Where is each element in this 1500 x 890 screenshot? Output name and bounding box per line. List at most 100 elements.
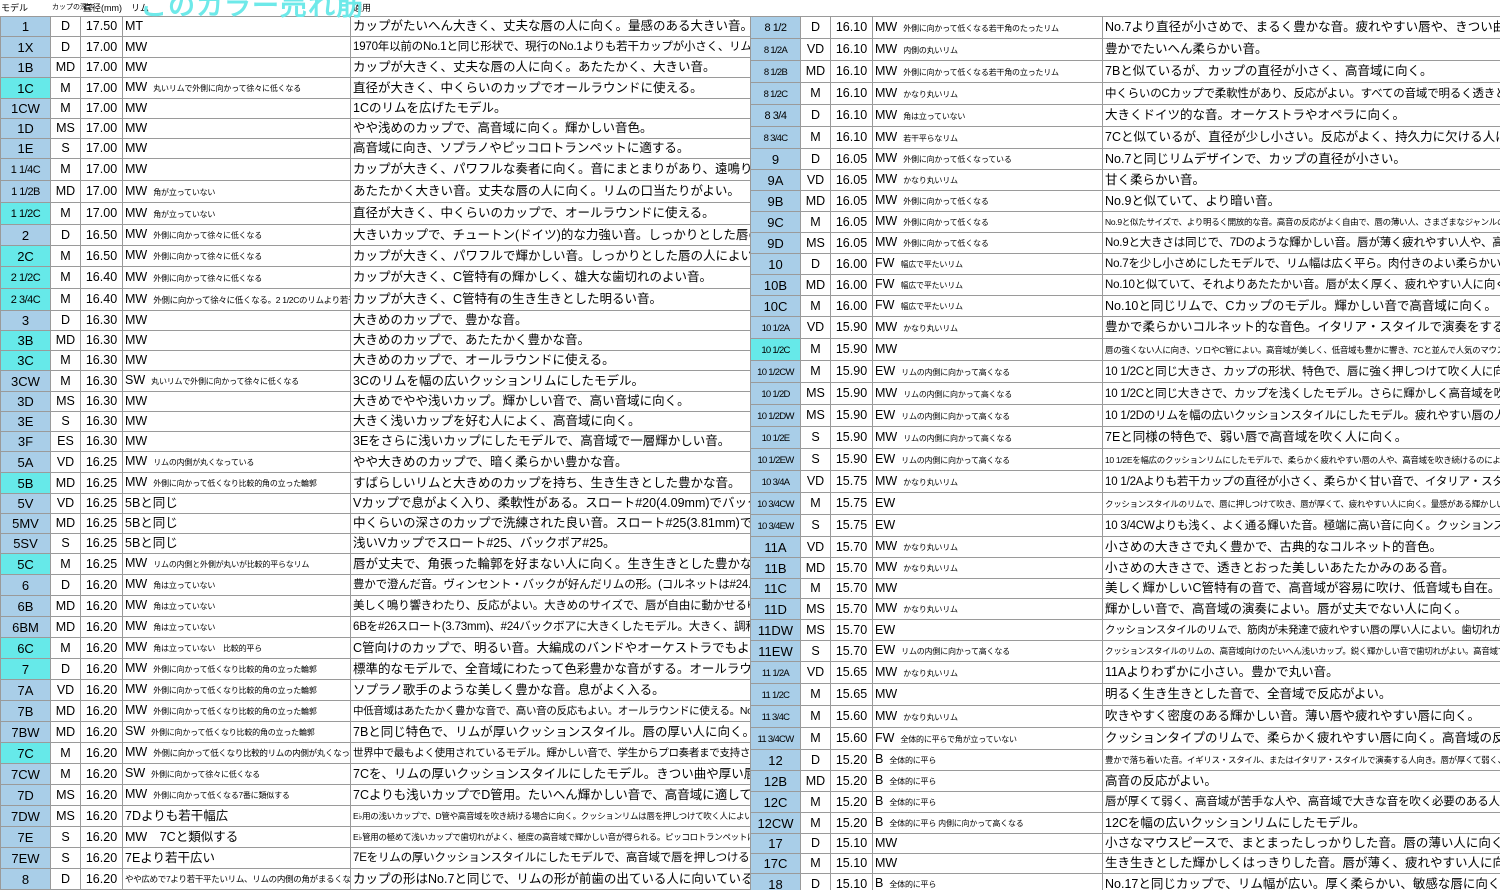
cell-model: 17C <box>750 853 801 874</box>
cell-cup-depth: MD <box>50 700 81 722</box>
cell-cup-depth: M <box>50 158 81 181</box>
cell-cup-depth: MD <box>50 595 81 617</box>
rim-code: B <box>875 794 884 808</box>
cell-use-description: 10 1/2Eを幅広のクッションリムにしたモデルで、柔らかく疲れやすい唇の人や、… <box>1102 448 1500 471</box>
rim-note: 外側に向かって低くなる <box>903 218 989 227</box>
cell-model: 5B <box>0 472 51 494</box>
cell-diameter: 16.30 <box>80 431 123 452</box>
rim-code: MW <box>875 129 898 144</box>
cell-diameter: 15.60 <box>830 727 873 750</box>
table-row: 11A VD 15.70 MW かなり丸いリム 小さめの大きさで丸く豊かで、古典的なコルネ… <box>750 536 1500 558</box>
rim-note: 角は立っていない <box>153 602 216 611</box>
cell-diameter: 15.20 <box>830 749 873 771</box>
cell-diameter: 16.25 <box>80 513 123 534</box>
cell-rim: 7Dよりも若干幅広 <box>122 805 351 827</box>
cell-model: 10 1/2CW <box>750 360 801 383</box>
table-row: 5C M 16.25 MW リムの内側と外側が丸いが比較的平らなリム 唇が丈夫で、角張った… <box>0 553 751 575</box>
cell-rim: MW 角が立っていない <box>122 180 351 203</box>
cell-use-description: カップが大きく、パワフルで輝かしい音。しっかりとした唇の人によい。 <box>350 245 751 267</box>
cell-cup-depth: M <box>800 295 831 317</box>
cell-rim: MW <box>122 158 351 181</box>
cell-use-description: 中くらいのCカップで柔軟性があり、反応がよい。すべての音域で明るく透きとおった音… <box>1102 82 1500 105</box>
cell-diameter: 16.20 <box>80 679 123 701</box>
cell-model: 7A <box>0 679 51 701</box>
cell-use-description: 浅いVカップでスロート#25、バックボア#25。 <box>350 533 751 554</box>
table-row: 12 D 15.20 B 全体的に平ら 豊かで落ち着いた音。イギリス・スタイル、またはイタ… <box>750 749 1500 771</box>
cell-diameter: 16.10 <box>830 104 873 127</box>
cell-cup-depth: M <box>800 705 831 728</box>
cell-rim: MW 角は立っていない <box>122 574 351 596</box>
cell-cup-depth: M <box>50 763 81 785</box>
cell-use-description: 大きいカップで、チュートン(ドイツ)的な力強い音。しっかりとした唇の人によい。 <box>350 224 751 246</box>
cell-cup-depth: D <box>800 104 831 127</box>
cell-use-description: 11Aよりわずかに小さい。豊かで丸い音。 <box>1102 661 1500 684</box>
rim-code: MW <box>125 39 148 54</box>
cell-model: 10 1/2A <box>750 316 801 339</box>
cell-model: 11A <box>750 536 801 558</box>
table-row: 9D MS 16.05 MW 外側に向かって低くなる No.9と大きさは同じで、7Dのよう… <box>750 232 1500 254</box>
rim-note: 角が立っていない <box>153 209 216 219</box>
cell-cup-depth: M <box>50 202 81 225</box>
cell-cup-depth: M <box>800 126 831 149</box>
rim-note: 全体的に平らで角が立っていない <box>900 734 1017 744</box>
cell-rim: SW 外側に向かって徐々に低くなる <box>122 763 351 785</box>
cell-use-description: No.9と似たサイズで、より明るく開放的な音。高音の反応がよく自由で、唇の薄い人… <box>1102 211 1500 233</box>
rim-code: MW <box>125 141 148 155</box>
rim-code: MW <box>125 703 148 717</box>
rim-description: 5Bと同じ <box>125 536 178 550</box>
cell-use-description: 大きめのカップで、豊かな音。 <box>350 310 751 331</box>
cell-use-description: カップがたいへん大きく、丈夫な唇の人に向く。量感のある大きい音。 <box>350 16 751 37</box>
rim-code: MW <box>875 385 898 400</box>
cell-rim: FW 幅広で平たいリム <box>872 295 1103 317</box>
table-row: 7E S 16.20 MW 7Cと類似する E♭管用の極めて浅いカップで歯切れがよく、極… <box>0 826 751 848</box>
cell-rim: MW 角は立っていない <box>122 595 351 617</box>
table-row: 1B MD 17.00 MW カップが大きく、丈夫な唇の人に向く。あたたかく、大きい音。 <box>0 57 751 78</box>
cell-model: 3CW <box>0 370 51 392</box>
table-row: 10 1/2C M 15.90 MW 唇の強くない人に向き、ソロやC管によい。高音域が美… <box>750 338 1500 361</box>
rim-code: MW <box>125 353 148 367</box>
table-row: 3B MD 16.30 MW 大きめのカップで、あたたかく豊かな音。 <box>0 330 751 351</box>
cell-use-description: やや大きめのカップで、暗く柔らかい豊かな音。 <box>350 451 751 473</box>
cell-model: 1C <box>0 77 51 99</box>
rim-description: MW 7Cと類似する <box>125 829 239 844</box>
cell-model: 10 3/4EW <box>750 514 801 537</box>
cell-cup-depth: M <box>50 77 81 99</box>
cell-model: 8 3/4C <box>750 126 801 149</box>
table-row: 1D MS 17.00 MW やや浅めのカップで、高音域に向く。輝かしい音色。 <box>0 118 751 139</box>
cell-model: 10 3/4CW <box>750 492 801 515</box>
cell-diameter: 15.75 <box>830 514 873 537</box>
rim-note: リムの内側が丸くなっている <box>153 458 255 467</box>
table-row: 10 1/2E S 15.90 MW リムの内側に向かって高くなる 7Eと同様の特色で、弱… <box>750 426 1500 449</box>
cell-diameter: 16.05 <box>830 169 873 191</box>
cell-diameter: 16.05 <box>830 232 873 254</box>
cell-use-description: カップが大きく、C管特有の輝かしく、雄大な歯切れのよい音。 <box>350 266 751 289</box>
cell-diameter: 16.30 <box>80 411 123 432</box>
rim-code: MW <box>125 101 148 115</box>
cell-model: 1B <box>0 57 51 78</box>
table-row: 9A VD 16.05 MW かなり丸いリム 甘く柔らかい音。 <box>750 169 1500 191</box>
cell-model: 8 1/2A <box>750 38 801 61</box>
table-row: 3E S 16.30 MW 大きく浅いカップを好む人によく、高音域に向く。 <box>0 411 751 432</box>
cell-rim: MW かなり丸いリム <box>872 705 1103 728</box>
cell-model: 6 <box>0 574 51 596</box>
rim-code: MW <box>125 394 148 408</box>
rim-code: MW <box>875 63 898 78</box>
rim-code: MW <box>125 434 148 448</box>
rim-code: MW <box>875 581 898 595</box>
cell-use-description: E♭管用の極めて浅いカップで歯切れがよく、極度の高音域で輝かしい音が得られる。ピ… <box>350 826 751 848</box>
header-cup-depth: カップの深さ <box>52 4 94 11</box>
cell-cup-depth: M <box>800 338 831 361</box>
cell-cup-depth: MD <box>50 616 81 638</box>
rim-note: 幅広で平たいリム <box>900 281 963 290</box>
table-row: 7DW MS 16.20 7Dよりも若干幅広 E♭用の浅いカップで、D管や高音域を吹き続… <box>0 805 751 827</box>
cell-rim: EW リムの内側に向かって高くなる <box>872 360 1103 383</box>
cell-use-description: 大きく浅いカップを好む人によく、高音域に向く。 <box>350 411 751 432</box>
cell-use-description: 3Cのリムを幅の広いクッションリムにしたモデル。 <box>350 370 751 392</box>
cell-model: 10B <box>750 274 801 296</box>
cell-rim: 5Bと同じ <box>122 513 351 534</box>
cell-model: 11 3/4C <box>750 705 801 728</box>
rim-code: MW <box>125 787 148 801</box>
cell-model: 7E <box>0 826 51 848</box>
table-row: 5MV MD 16.25 5Bと同じ 中くらいの深さのカップで洗練された良い音。スロート… <box>0 513 751 534</box>
table-row: 10 3/4A VD 15.75 MW かなり丸いリム 10 1/2Aよりも若干カップの直… <box>750 470 1500 493</box>
